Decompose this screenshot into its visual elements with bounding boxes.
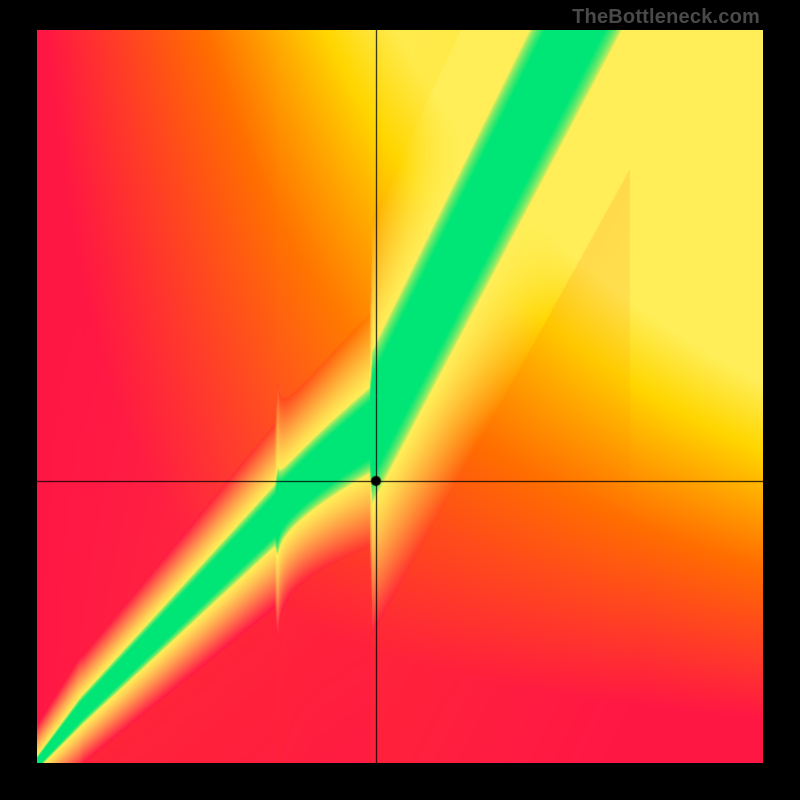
- watermark-text: TheBottleneck.com: [572, 6, 760, 29]
- chart-container: TheBottleneck.com: [0, 0, 800, 800]
- bottleneck-heatmap: [37, 30, 763, 763]
